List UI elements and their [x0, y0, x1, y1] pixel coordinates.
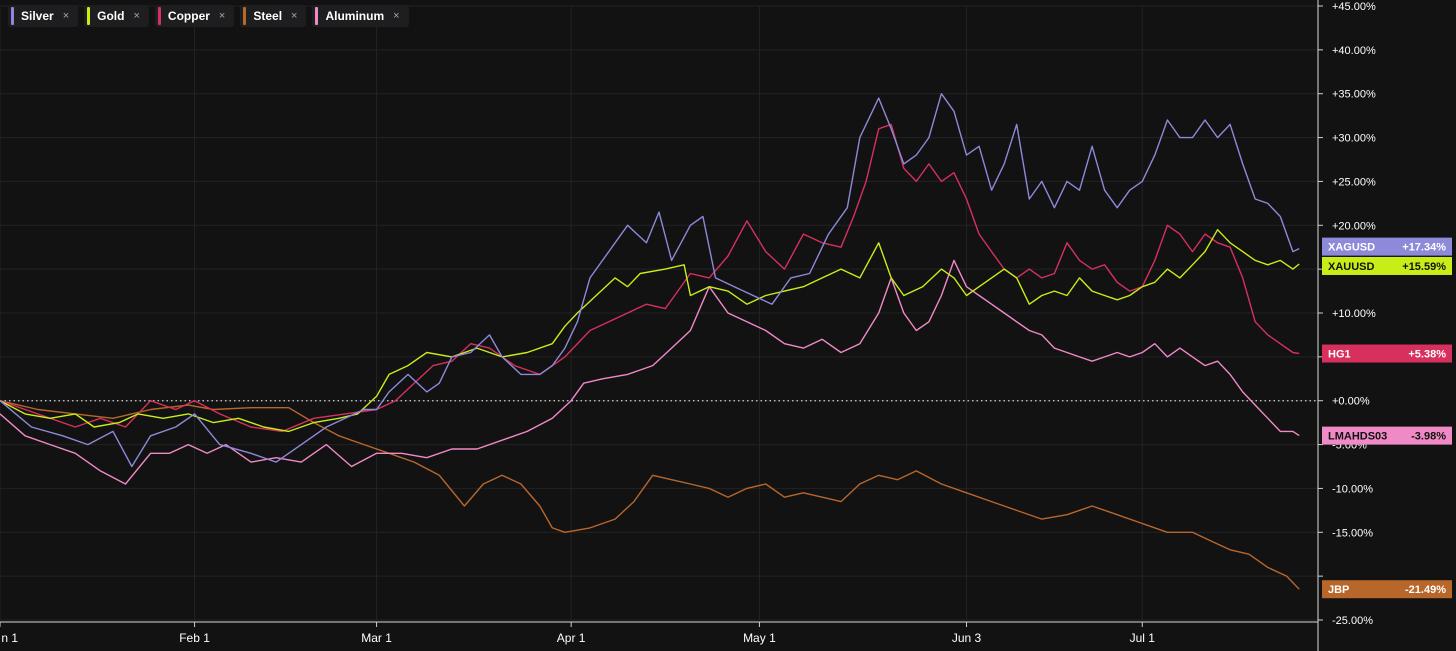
y-tick-label: -10.00% — [1332, 483, 1373, 495]
y-axis: +45.00% +40.00% +35.00% +30.00% +25.00% +20.0… — [1317, 0, 1376, 651]
x-axis: n 1 Feb 1 Mar 1 Apr 1 May 1 Jun 3 Jul 1 — [0, 621, 1318, 645]
series-line-silver — [0, 93, 1300, 468]
y-tick-label: +35.00% — [1332, 89, 1376, 101]
x-tick-label: Jun 3 — [952, 631, 982, 645]
y-tick-label: +30.00% — [1332, 133, 1376, 145]
value-tags: XAGUSD +17.34% XAUUSD +15.59% HG1 +5.38% JBP -2… — [1322, 237, 1452, 599]
series-line-copper — [0, 123, 1300, 433]
close-icon[interactable]: × — [291, 10, 298, 22]
close-icon[interactable]: × — [62, 10, 70, 22]
x-tick-label: n 1 — [1, 631, 18, 645]
legend-label: Steel — [253, 9, 283, 23]
series-lines — [0, 93, 1300, 590]
close-icon[interactable]: × — [218, 10, 226, 22]
x-tick-label: Mar 1 — [361, 631, 392, 645]
legend-item-silver[interactable]: Silver × — [8, 5, 79, 27]
value-tag-value: -21.49% — [1405, 584, 1446, 596]
legend-item-steel[interactable]: Steel × — [240, 5, 307, 27]
y-tick-label: +20.00% — [1332, 220, 1376, 232]
value-tag-ticker: LMAHDS03 — [1328, 431, 1387, 443]
legend-item-gold[interactable]: Gold × — [84, 5, 149, 27]
value-tag-ticker: HG1 — [1328, 349, 1351, 361]
value-tag-silver: XAGUSD +17.34% — [1322, 237, 1452, 256]
series-line-aluminum — [0, 259, 1300, 485]
legend-label: Aluminum — [325, 9, 385, 23]
x-tick-label: Apr 1 — [557, 631, 586, 645]
value-tag-value: +5.38% — [1408, 349, 1446, 361]
value-tag-bg — [1322, 256, 1452, 275]
legend-swatch — [87, 7, 91, 25]
y-tick-label: +45.00% — [1332, 1, 1376, 13]
value-tag-value: +15.59% — [1402, 261, 1446, 273]
value-tag-ticker: JBP — [1328, 584, 1349, 596]
value-tag-bg — [1322, 580, 1452, 599]
x-tick-label: May 1 — [743, 631, 776, 645]
legend-label: Copper — [167, 9, 210, 23]
y-tick-label: +10.00% — [1332, 308, 1376, 320]
legend-label: Gold — [97, 9, 125, 23]
value-tag-ticker: XAUUSD — [1328, 261, 1375, 273]
value-tag-ticker: XAGUSD — [1328, 242, 1375, 254]
value-tag-value: +17.34% — [1402, 242, 1446, 254]
value-tag-value: -3.98% — [1411, 431, 1446, 443]
legend-swatch — [315, 7, 319, 25]
value-tag-bg — [1322, 237, 1452, 256]
value-tag-steel: JBP -21.49% — [1322, 580, 1452, 599]
y-tick-label: +40.00% — [1332, 45, 1376, 57]
legend-item-copper[interactable]: Copper × — [154, 5, 235, 27]
legend-item-aluminum[interactable]: Aluminum × — [312, 5, 409, 27]
y-tick-label: -15.00% — [1332, 527, 1373, 539]
value-tag-copper: HG1 +5.38% — [1322, 344, 1452, 363]
legend-swatch — [243, 7, 247, 25]
value-tag-bg — [1322, 426, 1452, 445]
x-tick-label: Jul 1 — [1130, 631, 1156, 645]
legend-swatch — [157, 7, 161, 25]
value-tag-bg — [1322, 344, 1452, 363]
y-tick-label: -25.00% — [1332, 615, 1373, 627]
legend-label: Silver — [21, 9, 54, 23]
y-tick-label: +25.00% — [1332, 176, 1376, 188]
grid — [0, 5, 1318, 621]
value-tag-aluminum: LMAHDS03 -3.98% — [1322, 426, 1452, 445]
legend-swatch — [11, 7, 14, 25]
close-icon[interactable]: × — [133, 10, 140, 22]
x-tick-label: Feb 1 — [179, 631, 210, 645]
close-icon[interactable]: × — [393, 10, 400, 22]
legend: Silver × Gold × Copper × Steel × Aluminum × — [8, 5, 409, 27]
y-tick-label: +0.00% — [1332, 396, 1370, 408]
series-line-gold — [0, 229, 1300, 433]
series-line-steel — [0, 400, 1300, 590]
value-tag-gold: XAUUSD +15.59% — [1322, 256, 1452, 275]
